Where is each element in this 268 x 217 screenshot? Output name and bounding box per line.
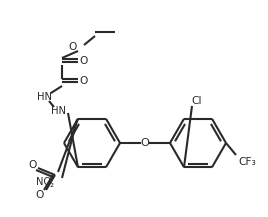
Text: HN: HN (36, 92, 51, 102)
Text: CF₃: CF₃ (238, 157, 256, 167)
Text: O: O (80, 76, 88, 86)
Text: Cl: Cl (192, 96, 202, 106)
Text: O: O (69, 42, 77, 52)
Text: O: O (80, 56, 88, 66)
Text: O: O (29, 160, 37, 170)
Text: HN: HN (51, 106, 66, 116)
Text: O: O (140, 138, 150, 148)
Text: NO: NO (36, 177, 52, 187)
Text: ₂: ₂ (50, 179, 54, 189)
Text: O: O (36, 190, 44, 200)
